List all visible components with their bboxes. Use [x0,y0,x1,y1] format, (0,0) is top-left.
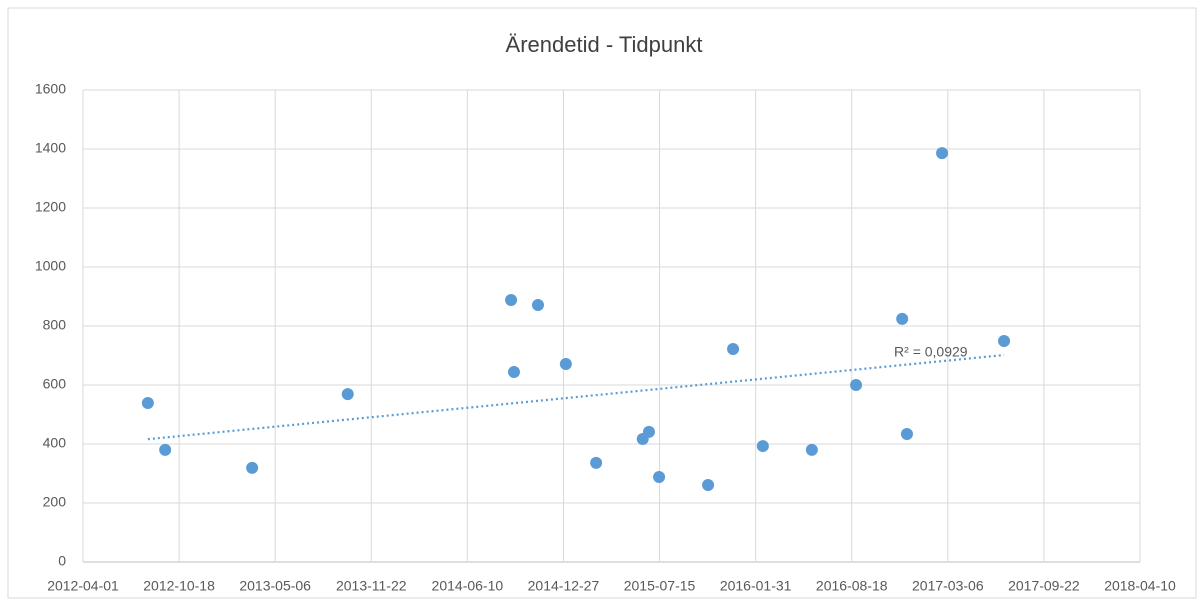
x-tick-label: 2016-08-18 [816,578,888,594]
x-tick-label: 2017-09-22 [1008,578,1080,594]
point [727,343,740,356]
point [507,366,520,379]
x-tick-label: 2015-07-15 [624,578,696,594]
point [590,456,603,469]
point [896,312,909,325]
point [702,479,715,492]
point [531,299,544,312]
trendline-label: R² = 0,0929 [894,344,968,360]
x-tick-label: 2013-05-06 [239,578,311,594]
point [850,379,863,391]
y-tick-label: 1600 [35,81,66,97]
x-tick-label: 2018-04-10 [1104,578,1176,594]
point [653,471,666,484]
y-tick-label: 1400 [35,140,66,156]
x-tick-label: 2012-10-18 [143,578,215,594]
point [559,358,572,371]
y-tick-label: 400 [43,435,67,451]
x-tick-label: 2012-04-01 [47,578,119,594]
point [246,461,259,474]
y-tick-label: 0 [58,553,66,569]
point [936,147,949,160]
point [805,443,818,456]
point [756,440,769,453]
y-tick-label: 200 [43,494,67,510]
chart-title: Ärendetid - Tidpunkt [506,32,703,57]
x-tick-label: 2017-03-06 [912,578,984,594]
x-tick-label: 2016-01-31 [720,578,792,594]
chart-border [7,7,1197,599]
trendline [147,353,1005,441]
point [642,425,655,438]
point [900,427,913,440]
point [141,396,154,409]
y-tick-label: 1200 [35,199,66,215]
x-tick-label: 2014-12-27 [528,578,600,594]
point [159,443,172,456]
point [341,388,354,401]
x-tick-label: 2013-11-22 [336,578,407,594]
y-tick-label: 800 [43,317,67,333]
point [998,335,1011,348]
point [505,294,518,307]
y-tick-label: 600 [43,376,67,392]
x-tick-label: 2014-06-10 [432,578,504,594]
y-tick-label: 1000 [35,258,66,274]
